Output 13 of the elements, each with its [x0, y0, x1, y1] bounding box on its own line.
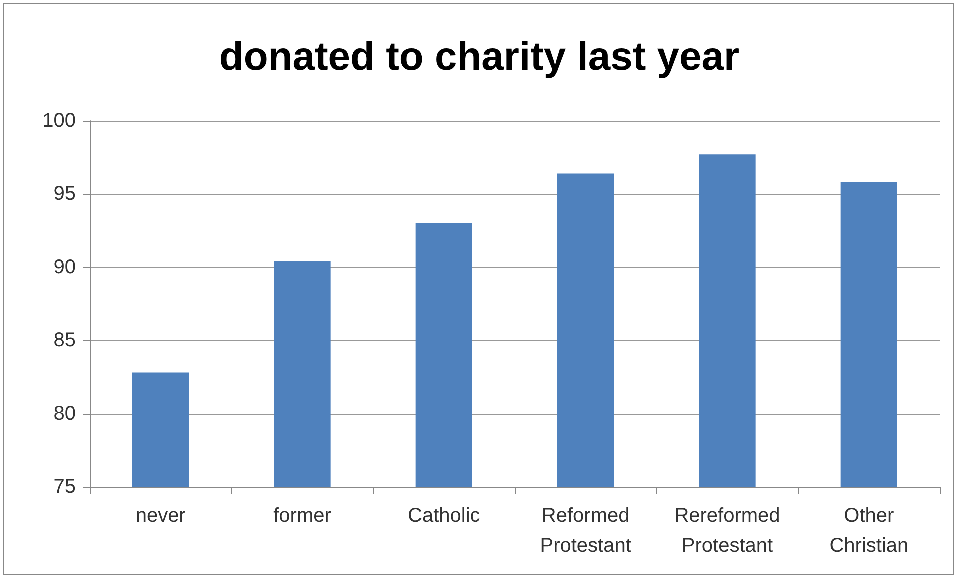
x-tick-label: never — [136, 505, 186, 527]
x-tick-label: Rereformed Protestant — [674, 505, 780, 557]
y-tick-label: 75 — [54, 476, 76, 498]
x-tick-label: Reformed Protestant — [540, 505, 632, 557]
y-tick-label: 100 — [42, 110, 76, 132]
y-tick-label: 95 — [54, 183, 76, 206]
x-tick-label: Catholic — [408, 505, 480, 527]
y-tick-label: 90 — [54, 256, 76, 278]
x-tick-label: former — [274, 505, 332, 527]
x-tick-label: Other Christian — [830, 505, 909, 557]
y-tick-label: 80 — [54, 402, 76, 425]
chart-title: donated to charity last year — [219, 35, 740, 79]
y-tick-label: 85 — [54, 330, 76, 352]
